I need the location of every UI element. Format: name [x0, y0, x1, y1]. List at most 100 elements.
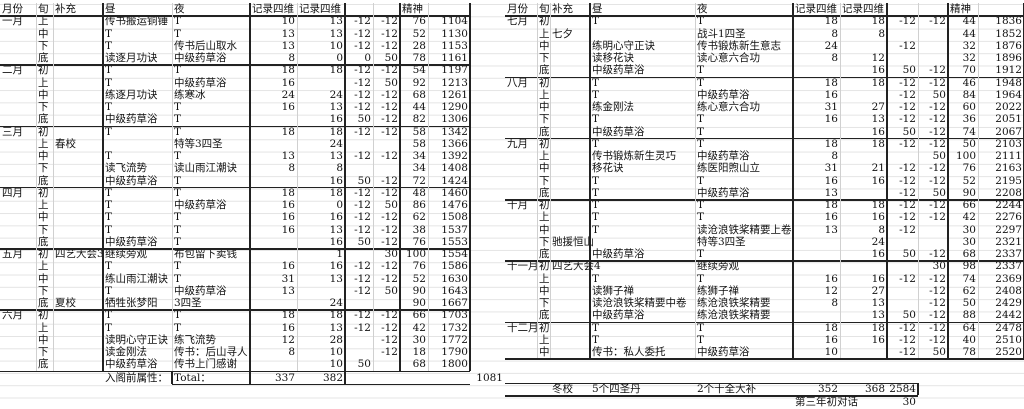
cell-xun[interactable]: 底 [38, 174, 49, 187]
cell-extra[interactable] [53, 224, 103, 236]
cell-day[interactable]: T [105, 309, 113, 322]
cell-xun[interactable]: 底 [539, 64, 550, 77]
cell-night[interactable]: 传书后山取水 [174, 39, 237, 52]
cell-spirit[interactable]: 18 [412, 346, 426, 358]
cell-col-3[interactable]: -12 [354, 27, 371, 40]
cell-col-3[interactable] [887, 150, 918, 162]
cell-night[interactable]: 中级药草浴 [697, 186, 750, 199]
cell-night[interactable]: T [697, 321, 705, 334]
cell-xun[interactable]: 上 [38, 76, 49, 89]
cell-night[interactable]: 中级药草浴 [174, 76, 227, 89]
cell-total[interactable]: 2297 [995, 223, 1022, 236]
cell-night[interactable]: T [174, 101, 182, 113]
cell-xun[interactable]: 底 [38, 113, 49, 126]
cell-month[interactable] [505, 101, 537, 113]
cell-col-4[interactable] [373, 162, 400, 174]
cell-day[interactable]: T [592, 174, 600, 187]
cell-col-4[interactable] [918, 224, 948, 236]
cell-total[interactable]: 1366 [441, 137, 468, 150]
cell-col-4[interactable] [918, 52, 948, 64]
cell-col-3[interactable]: -12 [354, 88, 371, 101]
cell-record-2[interactable]: 28 [329, 333, 343, 346]
cell-month[interactable] [505, 126, 537, 138]
cell-total[interactable]: 2022 [995, 101, 1022, 113]
cell-spirit[interactable]: 84 [962, 88, 976, 101]
cell-total[interactable]: 1153 [441, 39, 468, 52]
cell-day[interactable]: 练逐月功诀 [105, 88, 158, 101]
cell-spirit[interactable]: 30 [962, 235, 976, 248]
cell-record-1[interactable] [250, 175, 297, 187]
cell-day[interactable]: T [105, 284, 113, 297]
cell-col-3[interactable] [887, 297, 918, 309]
cell-day[interactable]: T [105, 76, 113, 89]
cell-col-3[interactable] [345, 346, 373, 358]
cell-col-4[interactable]: -12 [381, 309, 398, 322]
cell-day[interactable]: T [592, 113, 600, 126]
cell-xun[interactable]: 初 [539, 199, 550, 211]
cell-month[interactable] [505, 150, 537, 162]
header-xun[interactable]: 旬 [38, 3, 49, 15]
cell-record-1[interactable] [793, 309, 840, 321]
cell-spirit[interactable]: 78 [412, 52, 426, 64]
cell-xun[interactable]: 下 [539, 235, 550, 248]
cell-record-1[interactable] [793, 260, 840, 272]
cell-month[interactable] [505, 40, 537, 52]
cell-record-1[interactable] [250, 297, 297, 309]
cell-record-1[interactable]: 16 [824, 211, 838, 224]
cell-record-2[interactable]: 16 [871, 174, 885, 187]
cell-total[interactable]: 1476 [441, 199, 468, 211]
cell-night[interactable]: 中级药草浴 [697, 346, 750, 358]
cell-extra[interactable] [550, 175, 590, 187]
cell-record-2[interactable]: 13 [329, 101, 343, 113]
cell-month[interactable]: 八月 [507, 76, 528, 89]
cell-col-4[interactable]: -12 [929, 125, 946, 138]
cell-night[interactable]: T [174, 321, 182, 334]
cell-total[interactable]: 1408 [441, 162, 468, 175]
cell-spirit[interactable]: 46 [962, 76, 976, 89]
cell-extra[interactable] [53, 126, 103, 138]
footer-record-2[interactable]: 368 [864, 382, 885, 395]
cell-col-3[interactable]: 50 [357, 358, 371, 371]
cell-night[interactable]: 练沧浪铁桨精要 [697, 309, 771, 322]
cell-month[interactable] [0, 138, 36, 150]
cell-record-1[interactable]: 18 [824, 199, 838, 211]
cell-record-1[interactable]: 13 [281, 150, 295, 162]
cell-col-3[interactable]: -12 [354, 101, 371, 113]
cell-spirit[interactable]: 82 [412, 113, 426, 126]
cell-xun[interactable]: 初 [38, 309, 49, 322]
cell-col-4[interactable]: 50 [932, 88, 946, 101]
cell-spirit[interactable]: 64 [962, 321, 976, 334]
cell-col-3[interactable] [887, 236, 918, 248]
cell-xun[interactable]: 中 [38, 272, 49, 285]
cell-xun[interactable]: 底 [38, 297, 49, 309]
cell-xun[interactable]: 中 [539, 346, 550, 358]
cell-month[interactable] [0, 150, 36, 162]
cell-col-4[interactable]: 30 [384, 248, 398, 260]
cell-col-4[interactable]: -12 [929, 211, 946, 224]
cell-extra[interactable] [53, 89, 103, 101]
total-record-2[interactable]: 382 [322, 371, 343, 384]
cell-night[interactable]: T [697, 125, 705, 138]
cell-total[interactable]: 1554 [441, 248, 468, 260]
cell-col-3[interactable]: -12 [899, 186, 916, 199]
cell-spirit[interactable]: 52 [412, 272, 426, 285]
header-extra[interactable]: 补充 [552, 3, 573, 15]
cell-record-2[interactable]: 18 [871, 137, 885, 150]
cell-xun[interactable]: 上 [539, 333, 550, 346]
cell-month[interactable]: 四月 [2, 186, 23, 199]
cell-total[interactable]: 2111 [995, 150, 1022, 162]
cell-col-3[interactable]: -12 [899, 333, 916, 346]
cell-spirit[interactable]: 88 [962, 309, 976, 322]
cell-day[interactable]: T [105, 64, 113, 77]
cell-col-3[interactable]: 50 [902, 309, 916, 322]
cell-record-1[interactable]: 18 [824, 76, 838, 89]
cell-col-3[interactable] [345, 334, 373, 346]
cell-col-3[interactable]: -12 [899, 162, 916, 175]
cell-record-1[interactable]: 18 [281, 125, 295, 138]
cell-night[interactable]: 布包留下卖钱 [174, 248, 237, 260]
cell-col-4[interactable]: -12 [381, 260, 398, 273]
cell-col-4[interactable]: -12 [381, 125, 398, 138]
cell-record-1[interactable]: 31 [281, 272, 295, 285]
cell-extra[interactable] [53, 199, 103, 211]
cell-record-1[interactable]: 13 [824, 223, 838, 236]
